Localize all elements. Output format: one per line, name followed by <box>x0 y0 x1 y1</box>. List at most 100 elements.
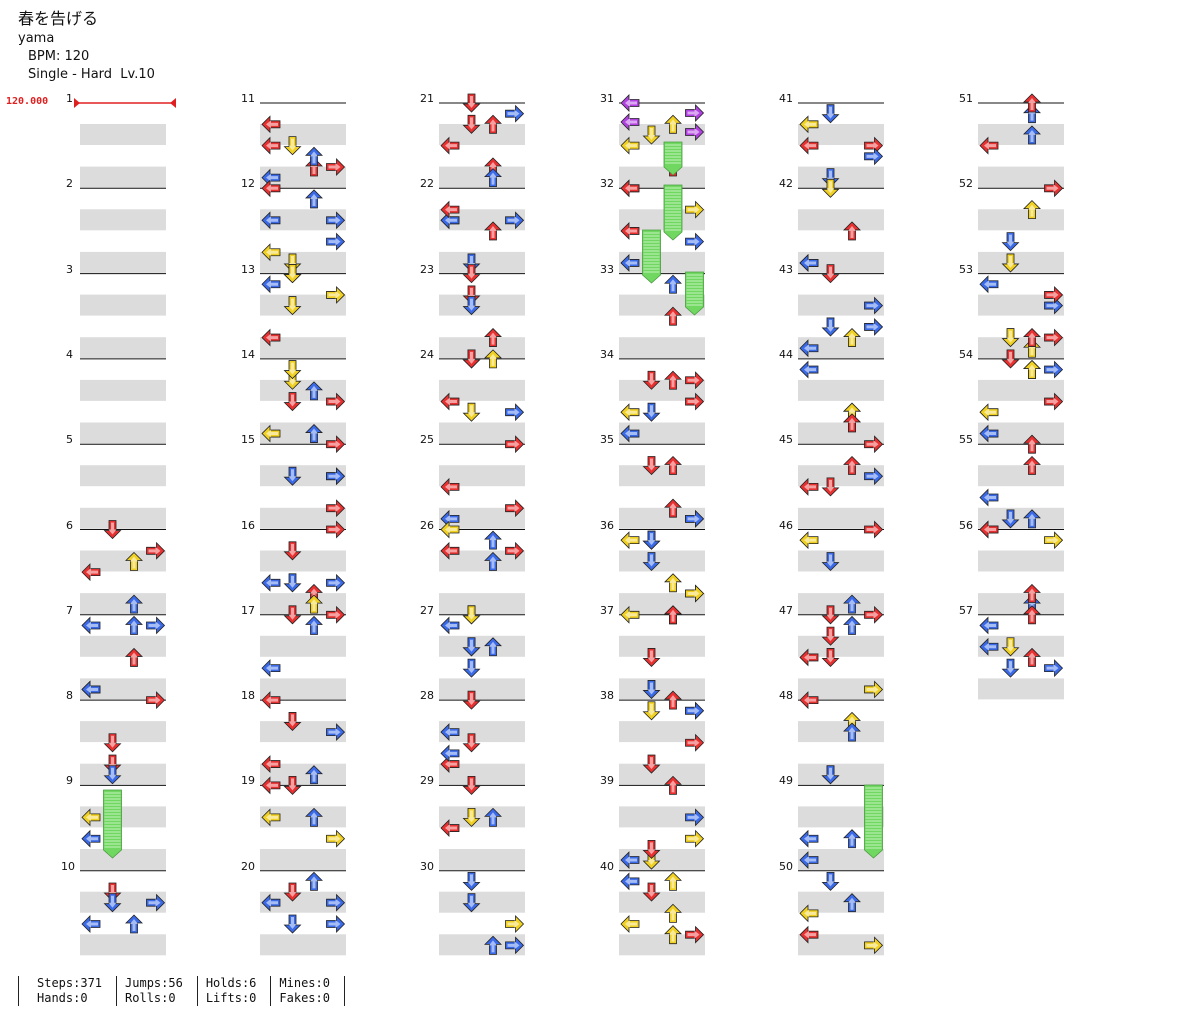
arrow-highlight <box>507 408 520 417</box>
arrow-highlight <box>445 824 457 833</box>
measure-number: 56 <box>959 518 973 532</box>
beat-band <box>80 465 166 487</box>
beat-band <box>439 721 525 743</box>
beat-band <box>619 209 705 231</box>
arrow-highlight <box>984 280 996 289</box>
step-arrow <box>484 168 502 188</box>
beat-band <box>260 166 346 188</box>
arrow-highlight <box>687 930 700 939</box>
arrow-highlight <box>489 119 497 132</box>
step-arrow <box>799 253 819 272</box>
arrow-highlight <box>467 639 476 652</box>
step-arrow <box>326 573 346 592</box>
arrow-highlight <box>1028 609 1036 622</box>
arrow-highlight <box>489 940 497 953</box>
step-arrow <box>799 925 819 944</box>
beat-band <box>798 635 884 657</box>
step-arrow <box>326 435 346 454</box>
beat-band <box>439 294 525 316</box>
step-arrow <box>125 551 143 571</box>
arrow-highlight <box>848 716 856 729</box>
step-arrow <box>843 413 861 433</box>
step-arrow <box>864 296 884 315</box>
step-arrow <box>326 499 346 518</box>
beat-band <box>798 337 884 359</box>
arrow-highlight <box>266 173 278 182</box>
step-arrow <box>326 392 346 411</box>
step-arrow <box>261 755 281 774</box>
beat-band <box>260 124 346 145</box>
beat-band <box>798 550 884 572</box>
step-arrow <box>979 520 999 539</box>
arrow-highlight <box>984 642 996 651</box>
arrow-highlight <box>647 650 656 663</box>
step-arrow <box>326 285 346 304</box>
step-arrow <box>261 659 281 678</box>
arrow-highlight <box>647 554 656 567</box>
step-arrow <box>462 807 481 827</box>
measure-number: 36 <box>600 518 614 532</box>
arrow-highlight <box>1046 333 1059 342</box>
step-arrow <box>642 125 661 145</box>
stat-column: Mines:0 Fakes:0 <box>271 976 345 1006</box>
beat-band <box>80 934 166 956</box>
arrow-highlight <box>866 941 879 950</box>
arrow-highlight <box>328 920 341 929</box>
arrow-highlight <box>647 885 656 898</box>
arrow-highlight <box>1028 364 1036 377</box>
arrow-highlight <box>669 929 677 942</box>
measure-number: 52 <box>959 177 973 191</box>
arrow-highlight <box>288 917 297 930</box>
arrow-highlight <box>687 128 700 136</box>
step-arrow <box>440 723 460 742</box>
beat-band <box>439 251 525 273</box>
step-arrow <box>821 178 840 198</box>
step-arrow <box>283 392 302 412</box>
arrow-highlight <box>489 556 497 569</box>
beat-band <box>260 379 346 401</box>
beat-band <box>978 550 1064 572</box>
arrow-highlight <box>445 205 457 214</box>
arrow-highlight <box>804 856 816 865</box>
step-arrow <box>685 104 705 122</box>
arrow-highlight <box>310 428 318 441</box>
step-arrow <box>620 424 640 443</box>
arrow-highlight <box>489 225 497 238</box>
arrow-highlight <box>328 216 341 225</box>
arrow-highlight <box>687 376 700 385</box>
arrow-highlight <box>826 607 835 620</box>
step-arrow <box>261 115 281 134</box>
arrow-highlight <box>804 653 816 662</box>
arrow-highlight <box>1006 330 1015 343</box>
rolls-count: Rolls:0 <box>125 991 176 1005</box>
beat-band <box>80 379 166 401</box>
step-arrow <box>821 104 840 124</box>
measure-number: 9 <box>66 774 73 788</box>
beat-band <box>978 294 1064 316</box>
step-arrow <box>462 733 481 753</box>
arrow-highlight <box>445 728 457 737</box>
step-arrow <box>642 754 661 774</box>
arrow-highlight <box>625 920 637 929</box>
arrow-highlight <box>625 258 637 267</box>
beat-band <box>978 251 1064 273</box>
step-arrow <box>261 893 281 912</box>
arrow-highlight <box>866 472 879 481</box>
step-arrow <box>821 871 840 891</box>
step-arrow <box>1044 360 1064 379</box>
step-arrow <box>326 829 346 848</box>
step-arrow <box>81 829 101 848</box>
fakes-count: Fakes:0 <box>279 991 330 1005</box>
measure-number: 44 <box>779 347 793 361</box>
beat-band <box>439 891 525 913</box>
arrow-highlight <box>1028 513 1036 526</box>
bpm-marker-end <box>170 98 176 108</box>
measure-number: 39 <box>600 774 614 788</box>
step-arrow <box>283 776 302 795</box>
arrow-highlight <box>1028 652 1036 665</box>
step-arrow <box>821 626 840 646</box>
measure-number: 42 <box>779 177 793 191</box>
step-arrow <box>440 136 460 155</box>
step-arrow <box>979 403 999 422</box>
beat-band <box>260 849 346 870</box>
